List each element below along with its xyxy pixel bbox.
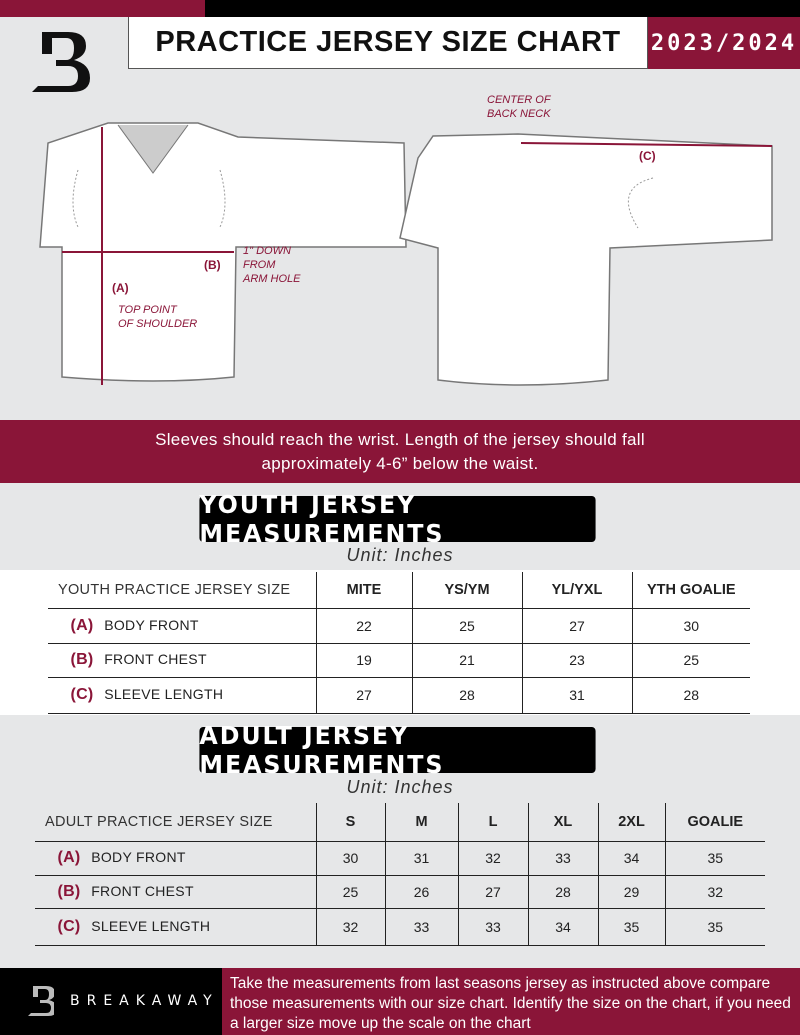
cell: 26 (384, 875, 458, 909)
row-name: BODY FRONT (104, 616, 199, 633)
cell: 35 (664, 908, 765, 946)
column-header: YOUTH PRACTICE JERSEY SIZE (48, 572, 316, 609)
youth-unit: Unit: Inches (346, 545, 454, 565)
cell: 23 (521, 643, 632, 678)
cell: 30 (631, 608, 750, 644)
cell: 31 (384, 841, 458, 876)
cell: 34 (527, 908, 598, 946)
row-name: BODY FRONT (91, 849, 186, 865)
cell: 33 (457, 908, 528, 946)
instruction-banner: Sleeves should reach the wrist. Length o… (0, 420, 800, 483)
cell: 31 (521, 677, 632, 714)
cell: 32 (664, 875, 765, 909)
cell: 19 (315, 643, 412, 678)
table-row: (C) SLEEVE LENGTH 27 28 31 28 (48, 677, 750, 714)
adult-unit: Unit: Inches (346, 777, 454, 797)
cell: 22 (315, 608, 412, 644)
brand-name: BREAKAWAY (70, 993, 219, 1009)
page-title: PRACTICE JERSEY SIZE CHART (128, 17, 648, 69)
cell: 35 (664, 841, 765, 876)
row-code: (B) (70, 651, 94, 668)
season-label: 2023/2024 (648, 17, 800, 69)
banner-line-2: approximately 4-6” below the waist. (261, 454, 539, 473)
row-code: (B) (57, 882, 81, 900)
cell: 34 (597, 841, 665, 876)
footer-logo (28, 986, 54, 1016)
row-name: FRONT CHEST (104, 651, 207, 667)
youth-table: YOUTH PRACTICE JERSEY SIZE MITE YS/YM YL… (48, 572, 750, 714)
label-b: (B) (204, 258, 221, 272)
banner-line-1: Sleeves should reach the wrist. Length o… (155, 430, 645, 449)
label-c-description: CENTER OF BACK NECK (487, 94, 551, 120)
footer-instructions: Take the measurements from last seasons … (222, 968, 800, 1035)
row-name: FRONT CHEST (91, 882, 194, 899)
row-code: (A) (57, 849, 81, 866)
row-name: SLEEVE LENGTH (91, 917, 211, 934)
column-header: YL/YXL (521, 572, 632, 609)
breakaway-logo (32, 32, 90, 92)
cell: 25 (315, 875, 385, 909)
column-header: 2XL (597, 803, 665, 842)
row-code: (A) (70, 616, 94, 634)
cell: 32 (457, 841, 528, 876)
column-header: M (384, 803, 458, 842)
adult-section-title: ADULT JERSEY MEASUREMENTS (199, 721, 596, 779)
youth-section-title: YOUTH JERSEY MEASUREMENTS (199, 490, 596, 548)
cell: 27 (457, 875, 528, 909)
column-header: YTH GOALIE (631, 572, 750, 609)
table-header-row: YOUTH PRACTICE JERSEY SIZE MITE YS/YM YL… (48, 572, 750, 609)
top-accent-bar (0, 0, 205, 17)
cell: 28 (411, 677, 522, 714)
table-row: (B) FRONT CHEST 19 21 23 25 (48, 643, 750, 678)
row-name: SLEEVE LENGTH (104, 686, 224, 702)
label-c: (C) (639, 149, 656, 163)
cell: 29 (597, 875, 665, 909)
row-code: (C) (70, 686, 94, 703)
column-header: MITE (315, 572, 412, 609)
cell: 33 (384, 908, 458, 946)
cell: 27 (315, 677, 412, 714)
column-header: YS/YM (411, 572, 522, 609)
table-row: (B) FRONT CHEST 25 26 27 28 29 32 (35, 875, 765, 909)
cell: 21 (411, 643, 522, 678)
cell: 30 (315, 841, 385, 876)
cell: 28 (527, 875, 598, 909)
front-jersey-diagram (39, 122, 407, 385)
row-code: (C) (57, 917, 81, 935)
column-header: S (315, 803, 385, 842)
table-row: (C) SLEEVE LENGTH 32 33 33 34 35 35 (35, 908, 765, 946)
cell: 25 (631, 643, 750, 678)
column-header: ADULT PRACTICE JERSEY SIZE (35, 803, 316, 842)
cell: 32 (315, 908, 385, 946)
cell: 33 (527, 841, 598, 876)
back-jersey-diagram (399, 133, 773, 386)
label-a: (A) (112, 281, 129, 295)
column-header: GOALIE (664, 803, 765, 842)
column-header: XL (527, 803, 598, 842)
column-header: L (457, 803, 528, 842)
table-row: (A) BODY FRONT 22 25 27 30 (48, 608, 750, 644)
adult-table: ADULT PRACTICE JERSEY SIZE S M L XL 2XL … (35, 803, 765, 946)
cell: 35 (597, 908, 665, 946)
top-black-bar (205, 0, 800, 17)
label-b-description: 1" DOWN FROM ARM HOLE (243, 245, 301, 285)
table-row: (A) BODY FRONT 30 31 32 33 34 35 (35, 841, 765, 876)
cell: 28 (631, 677, 750, 714)
cell: 25 (411, 608, 522, 644)
label-a-description: TOP POINT OF SHOULDER (118, 304, 198, 330)
cell: 27 (521, 608, 632, 644)
table-header-row: ADULT PRACTICE JERSEY SIZE S M L XL 2XL … (35, 803, 765, 842)
